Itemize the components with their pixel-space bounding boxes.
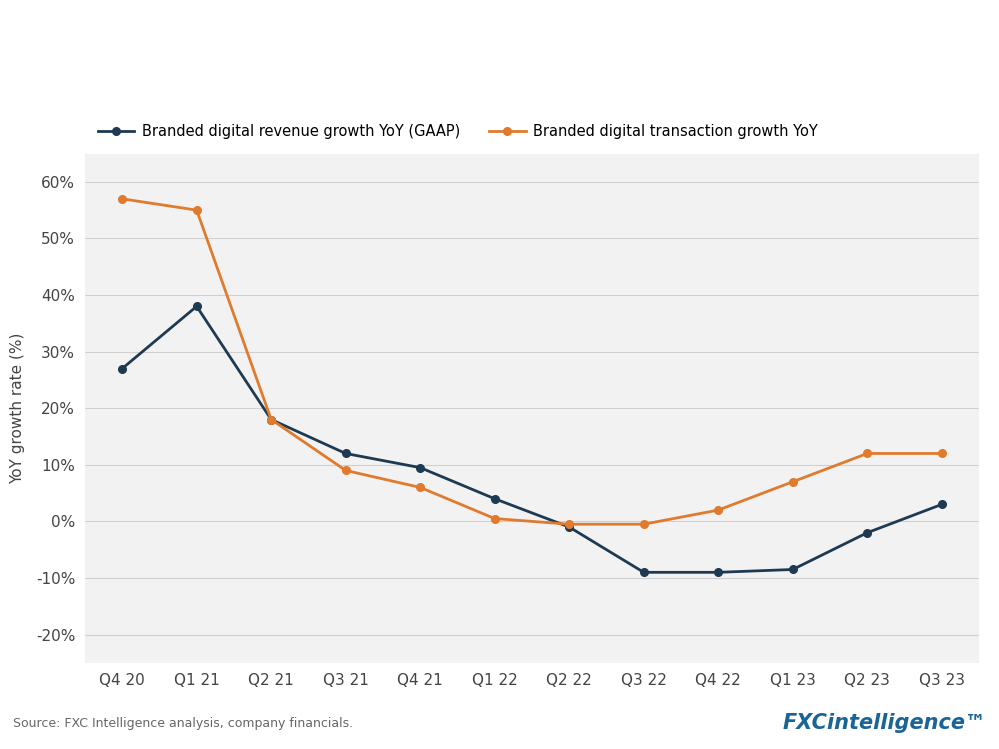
Y-axis label: YoY growth rate (%): YoY growth rate (%) (10, 333, 25, 484)
Text: Source: FXC Intelligence analysis, company financials.: Source: FXC Intelligence analysis, compa… (13, 718, 353, 730)
Text: Western Union digital revenue grows 3%: Western Union digital revenue grows 3% (13, 25, 714, 55)
Legend: Branded digital revenue growth YoY (GAAP), Branded digital transaction growth Yo: Branded digital revenue growth YoY (GAAP… (92, 118, 823, 145)
Text: FXCintelligence™: FXCintelligence™ (782, 712, 986, 733)
Text: Western Union quarterly branded digital revenue and digital transaction growth: Western Union quarterly branded digital … (13, 72, 792, 91)
